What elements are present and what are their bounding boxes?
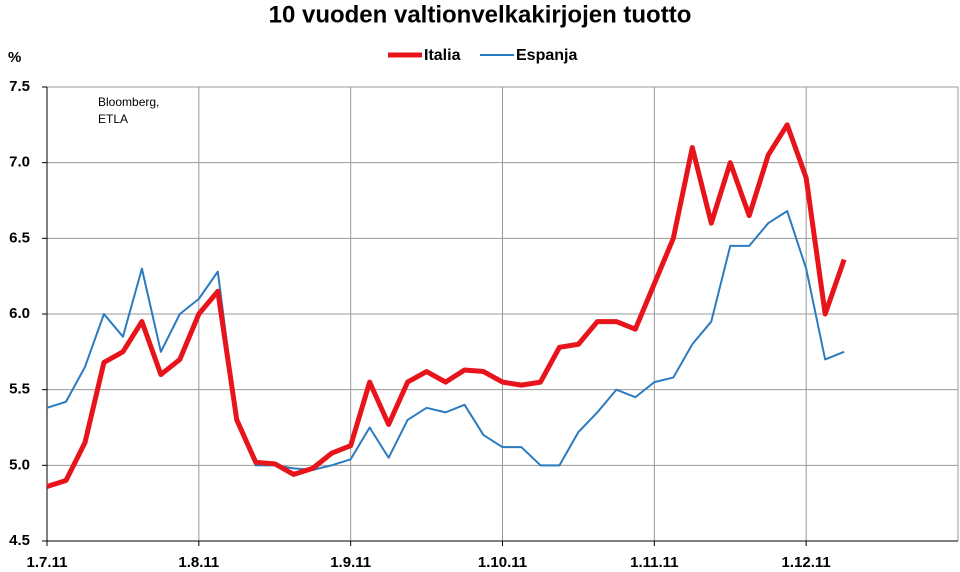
data-line [46, 122, 847, 489]
y-axis-label: % [8, 49, 21, 66]
y-tick-label: 7.5 [9, 78, 30, 95]
legend-label: Espanja [516, 47, 577, 64]
x-tick-label: 1.8.11 [178, 554, 219, 571]
annotation: Bloomberg, [98, 95, 159, 109]
x-tick-label: 1.9.11 [330, 554, 371, 571]
data-line [46, 210, 845, 471]
y-tick-label: 7.0 [9, 154, 30, 171]
chart-title: 10 vuoden valtionvelkakirjojen tuotto [269, 1, 692, 28]
x-tick-label: 1.7.11 [27, 554, 68, 571]
y-tick-label: 5.0 [9, 456, 30, 473]
annotation: ETLA [98, 112, 128, 126]
y-tick-label: 5.5 [9, 381, 30, 398]
x-tick-label: 1.11.11 [630, 554, 678, 571]
y-tick-label: 6.0 [9, 305, 30, 322]
legend-label: Italia [424, 47, 461, 64]
y-tick-label: 6.5 [9, 229, 30, 246]
x-tick-label: 1.10.11 [478, 554, 527, 571]
x-tick-label: 1.12.11 [782, 554, 831, 571]
y-tick-label: 4.5 [9, 532, 30, 549]
